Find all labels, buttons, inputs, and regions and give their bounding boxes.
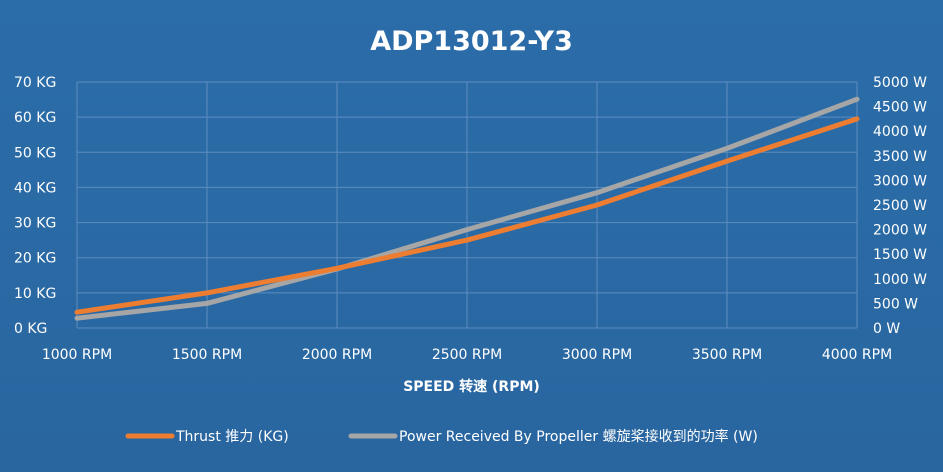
right-tick-label: 500 W — [873, 296, 918, 312]
right-y-axis: 5000 W 4500 W 4000 W 3500 W 3000 W 2500 W 2000… — [873, 75, 927, 337]
power-series-line — [74, 96, 860, 321]
series-layer — [74, 96, 860, 321]
right-tick-label: 3500 W — [873, 149, 927, 165]
chart-title: ADP13012-Y3 — [370, 26, 573, 57]
left-tick-label: 20 KG — [14, 251, 56, 267]
x-tick-label: 2500 RPM — [432, 347, 502, 363]
left-tick-label: 40 KG — [14, 180, 56, 196]
left-tick-label: 0 KG — [14, 321, 47, 337]
x-tick-label: 4000 RPM — [822, 347, 892, 363]
right-tick-label: 4000 W — [873, 124, 927, 140]
legend-power-label: Power Received By Propeller 螺旋桨接收到的功率 (W… — [399, 428, 758, 445]
x-axis: 1000 RPM 1500 RPM 2000 RPM 2500 RPM 3000 RPM… — [42, 347, 892, 363]
x-tick-label: 1500 RPM — [172, 347, 242, 363]
left-tick-label: 10 KG — [14, 286, 56, 302]
right-tick-label: 2000 W — [873, 223, 927, 239]
left-tick-label: 50 KG — [14, 145, 56, 161]
right-tick-label: 3000 W — [873, 173, 927, 189]
right-tick-label: 1000 W — [873, 272, 927, 288]
left-tick-label: 30 KG — [14, 216, 56, 232]
right-tick-label: 0 W — [873, 321, 900, 337]
x-axis-title: SPEED 转速 (RPM) — [403, 378, 540, 395]
left-tick-label: 60 KG — [14, 110, 56, 126]
right-tick-label: 5000 W — [873, 75, 927, 91]
x-tick-label: 2000 RPM — [302, 347, 372, 363]
left-tick-label: 70 KG — [14, 75, 56, 91]
legend-thrust-label: Thrust 推力 (KG) — [175, 429, 289, 445]
right-tick-label: 4500 W — [873, 100, 927, 116]
right-tick-label: 2500 W — [873, 198, 927, 214]
x-tick-label: 1000 RPM — [42, 347, 112, 363]
thrust-series-line — [74, 116, 860, 315]
left-y-axis: 70 KG 60 KG 50 KG 40 KG 30 KG 20 KG 10 KG 0 KG — [14, 75, 56, 337]
grid-layer — [76, 81, 858, 329]
right-tick-label: 1500 W — [873, 247, 927, 263]
x-tick-label: 3500 RPM — [692, 347, 762, 363]
legend: Thrust 推力 (KG) Power Received By Propelle… — [125, 428, 758, 445]
x-tick-label: 3000 RPM — [562, 347, 632, 363]
